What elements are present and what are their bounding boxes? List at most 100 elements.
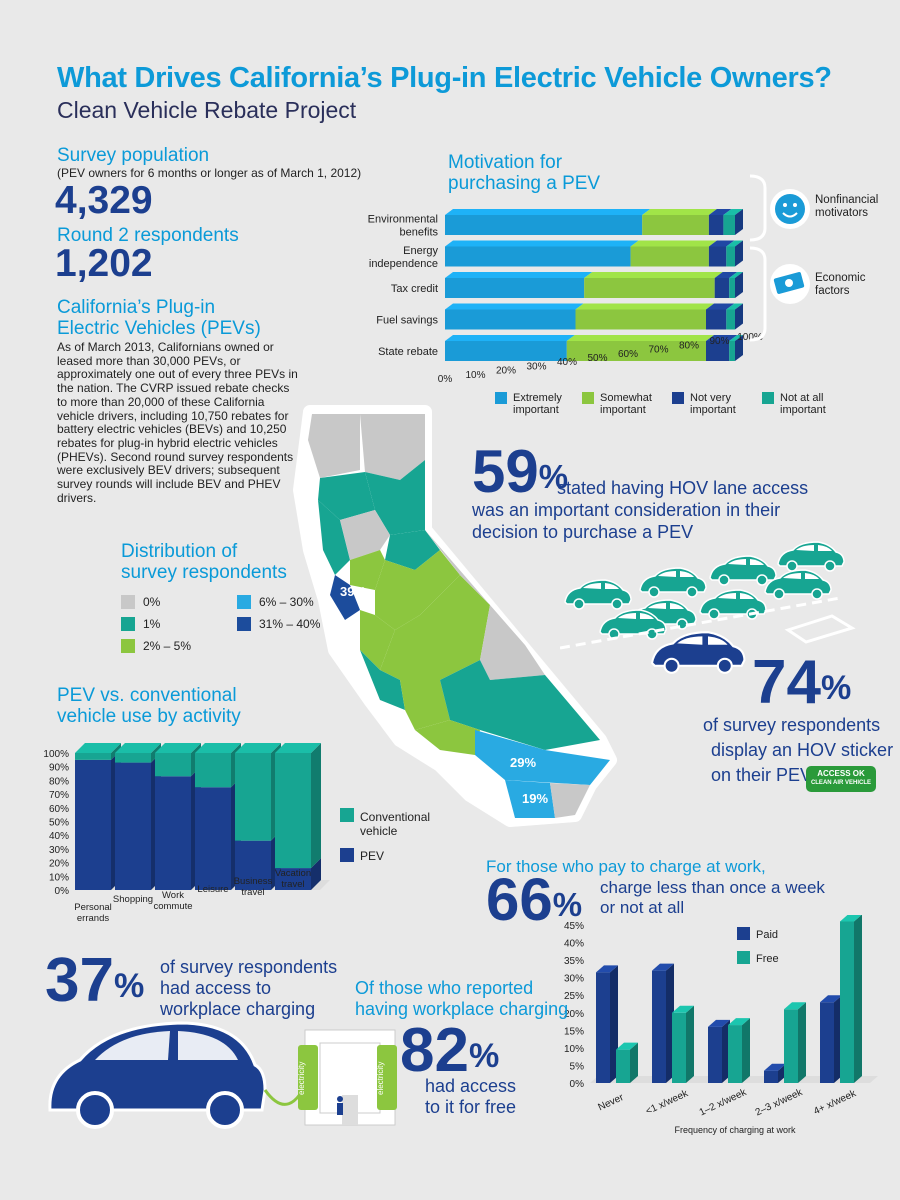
pay-category-label: <1 x/week — [644, 1088, 691, 1118]
motivation-x-tick: 50% — [587, 353, 607, 364]
activity-heading-line2: vehicle use by activity — [57, 706, 241, 727]
motivation-bar-segment — [445, 215, 643, 235]
activity-y-tick: 20% — [49, 859, 69, 870]
activity-category-label: Work — [162, 890, 184, 901]
distribution-legend-item: 0% — [121, 593, 160, 611]
pay-y-tick: 25% — [564, 991, 584, 1002]
pay-bar-side — [798, 1002, 806, 1083]
motivation-x-tick: 60% — [618, 349, 638, 360]
motivation-bar-side — [735, 209, 743, 235]
hov-sticker: ACCESS OK CLEAN AIR VEHICLE — [806, 766, 876, 792]
region-bay-area — [330, 575, 360, 620]
motivation-bar-top — [726, 240, 743, 247]
motivation-bar-segment — [706, 309, 727, 330]
activity-bar-segment — [155, 776, 191, 890]
region-san-bernardino — [440, 660, 600, 750]
distribution-legend-item: 2% – 5% — [121, 637, 191, 655]
motivation-bar-segment — [714, 278, 730, 298]
motivation-bar-top — [630, 240, 717, 247]
pay-x-axis-label: Frequency of charging at work — [674, 1125, 796, 1135]
pay-bar-top — [708, 1019, 730, 1027]
motivation-bar-top — [708, 209, 732, 215]
of-those-line1: Of those who reported — [355, 978, 534, 998]
pay-line1: For those who pay to charge at work, — [486, 857, 766, 876]
pay-y-tick: 40% — [564, 939, 584, 950]
activity-bar-top — [195, 743, 241, 753]
motivation-bar-segment — [729, 341, 735, 361]
pay-line2: charge less than once a week — [600, 878, 825, 897]
motivation-category-label: State rebate — [378, 346, 438, 358]
map-regions — [308, 414, 610, 818]
pay-y-tick: 0% — [570, 1079, 585, 1090]
stmt-82-line2: to it for free — [425, 1097, 517, 1117]
motivation-legend-swatch — [762, 392, 774, 404]
motivation-legend-label: important — [780, 404, 826, 416]
motivation-bar-segment — [445, 341, 567, 361]
stmt-74-line2: display an HOV sticker — [711, 740, 894, 760]
pay-bar — [616, 1049, 630, 1083]
legend-label: 0% — [143, 594, 161, 609]
activity-heading: PEV vs. conventional vehicle use by acti… — [57, 685, 241, 727]
stmt-74-line1: of survey respondents — [703, 715, 881, 735]
pay-bar — [652, 970, 666, 1083]
pay-bar — [708, 1026, 722, 1083]
distribution-heading: Distribution of survey respondents — [121, 541, 287, 583]
distribution-legend-item: 31% – 40% — [237, 615, 320, 633]
stmt-59-line1: stated having HOV lane access — [557, 478, 809, 498]
activity-chart: 0% 10% 20% 30% 40% 50% 60% 70% 80% 90% 100% Persona… — [43, 743, 430, 924]
motivation-x-tick: 10% — [465, 370, 485, 381]
pay-bar-side — [686, 1005, 694, 1083]
activity-bar-top — [235, 743, 281, 753]
motivation-bar-segment — [584, 278, 715, 298]
region-slo — [400, 680, 450, 730]
region-siskiyou — [360, 414, 425, 480]
region-santa-barbara — [415, 720, 480, 755]
activity-category-label: Shopping — [113, 894, 153, 905]
activity-bar-segment — [115, 753, 151, 763]
motivation-bar-top — [445, 335, 575, 341]
motivation-bar-segment — [708, 246, 727, 267]
map-label-29: 29% — [510, 755, 536, 770]
traffic-car-icon — [777, 541, 845, 572]
activity-legend-swatch — [340, 848, 354, 862]
motivation-x-tick: 70% — [648, 345, 668, 356]
nonfinancial-label: Nonfinancial motivators — [815, 194, 878, 220]
activity-bar-segment — [235, 753, 271, 841]
motivation-bar-top — [726, 303, 743, 310]
motivation-x-tick: 20% — [496, 366, 516, 377]
pay-bar-top — [616, 1042, 638, 1050]
motivation-bar-segment — [708, 215, 724, 235]
motivation-x-tick: 0% — [438, 374, 453, 385]
motivation-bar-top — [445, 240, 639, 247]
legend-swatch — [237, 594, 251, 609]
hov-car-icon — [650, 631, 746, 674]
activity-y-tick: 40% — [49, 831, 69, 842]
motivation-bar-segment — [726, 309, 735, 330]
motivation-bar-top — [566, 335, 714, 341]
motivation-bar-segment — [575, 309, 706, 330]
motivation-legend-label: important — [513, 404, 559, 416]
motivation-bar-segment — [445, 278, 585, 298]
charging-station-left — [298, 1045, 318, 1110]
stmt-37-line1: of survey respondents — [160, 957, 338, 977]
activity-bar-side — [111, 743, 121, 760]
motivation-bar-segment — [445, 309, 576, 330]
motivation-legend-label: Somewhat — [600, 392, 652, 404]
activity-bar-segment — [155, 753, 191, 777]
pay-bar-side — [630, 1042, 638, 1083]
pevs-body: As of March 2013, Californians owned or … — [57, 340, 298, 505]
activity-bar-segment — [75, 753, 111, 760]
activity-legend-label: vehicle — [360, 824, 398, 838]
activity-y-tick: 80% — [49, 776, 69, 787]
stmt-74-line3: on their PEV — [711, 765, 813, 785]
motivation-bar-top — [445, 209, 651, 215]
pay-bar-top — [840, 915, 862, 922]
pay-y-tick: 15% — [564, 1026, 584, 1037]
region-mendocino — [318, 500, 350, 575]
activity-bar-segment — [235, 840, 271, 890]
page-title: What Drives California’s Plug-in Electri… — [57, 62, 832, 94]
motivation-bar-top — [706, 303, 735, 310]
activity-bar-segment — [275, 753, 311, 869]
region-monterey — [360, 650, 405, 710]
sticker-line2: CLEAN AIR VEHICLE — [810, 780, 872, 786]
